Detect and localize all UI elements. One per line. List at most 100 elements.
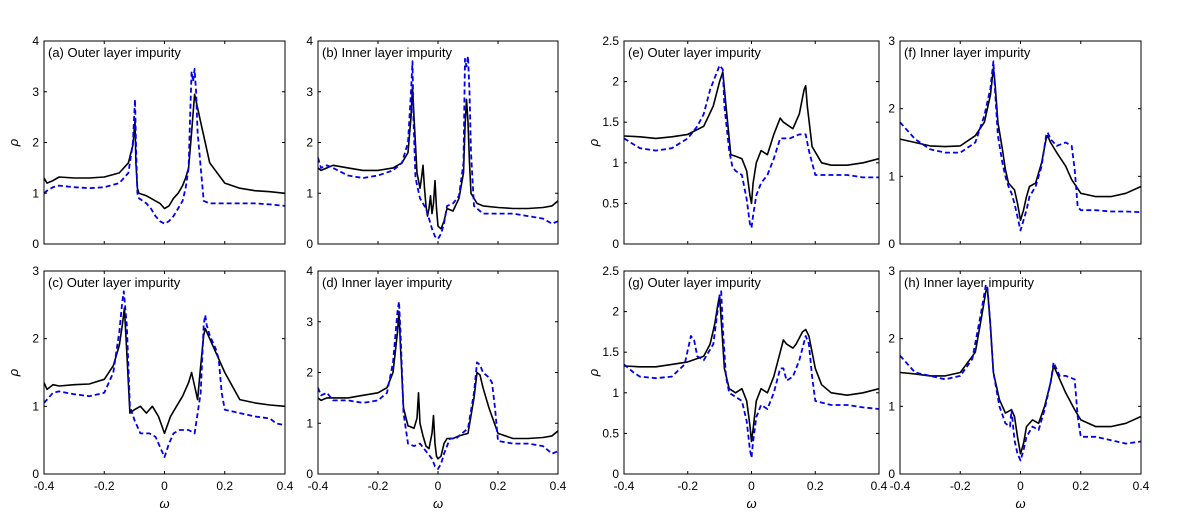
y-tick-label-c: 3 — [32, 264, 39, 278]
x-tick-label-g: 0.4 — [871, 479, 888, 493]
y-tick-label-h: 2 — [888, 332, 895, 346]
y-tick-label-h: 3 — [888, 264, 895, 278]
x-tick-label-c: -0.2 — [94, 479, 115, 493]
y-axis-label-c: ρ — [6, 368, 21, 377]
x-tick-label-h: 0 — [1017, 479, 1024, 493]
axes-box-g — [623, 270, 880, 475]
x-tick-label-c: 0 — [161, 479, 168, 493]
x-tick-label-d: 0 — [435, 479, 442, 493]
y-tick-label-e: 2 — [612, 75, 619, 89]
x-tick-label-d: -0.2 — [368, 479, 389, 493]
y-tick-label-h: 0 — [888, 467, 895, 481]
y-tick-label-b: 1 — [306, 186, 313, 200]
y-tick-label-a: 0 — [32, 237, 39, 251]
axes-box-d — [317, 270, 559, 475]
axes-box-f — [899, 40, 1142, 245]
y-tick-label-b: 4 — [306, 34, 313, 48]
y-tick-label-g: 1.5 — [602, 345, 619, 359]
y-tick-label-b: 2 — [306, 136, 313, 150]
panel-title-a: (a) Outer layer impurity — [48, 45, 181, 60]
y-tick-label-f: 3 — [888, 34, 895, 48]
y-tick-label-c: 1 — [32, 399, 39, 413]
y-tick-label-g: 1 — [612, 386, 619, 400]
y-tick-label-c: 2 — [32, 332, 39, 346]
axes-box-b — [317, 40, 559, 245]
y-tick-label-e: 0 — [612, 237, 619, 251]
panel-d: -0.4 -0.2 0 0.2 0.4 0 1 2 3 4 (d) Inner layer impu… — [306, 264, 566, 511]
panel-title-f: (f) Inner layer impurity — [904, 45, 1031, 60]
x-tick-label-h: 0.4 — [1133, 479, 1150, 493]
series-solid-b — [318, 85, 558, 230]
panel-title-e: (e) Outer layer impurity — [628, 45, 761, 60]
panel-a: 0 1 2 3 4 (a) Outer layer impurity ρ — [6, 34, 286, 251]
panel-title-d: (d) Inner layer impurity — [322, 275, 453, 290]
y-tick-label-f: 0 — [888, 237, 895, 251]
axes-box-c — [43, 270, 286, 475]
panel-title-g: (g) Outer layer impurity — [628, 275, 761, 290]
series-dashed-e — [624, 64, 879, 229]
x-axis-label-h: ω — [1015, 496, 1025, 511]
panel-h: -0.4 -0.2 0 0.2 0.4 0 1 2 3 (h) Inner layer impur… — [888, 264, 1149, 511]
series-solid-h — [900, 287, 1141, 455]
panel-title-h: (h) Inner layer impurity — [904, 275, 1035, 290]
y-axis-label-g: ρ — [586, 368, 601, 377]
series-solid-g — [624, 294, 879, 443]
y-tick-label-d: 0 — [306, 467, 313, 481]
y-tick-label-d: 4 — [306, 264, 313, 278]
panel-g: -0.4 -0.2 0 0.2 0.4 0 0.5 1 1.5 2 2.5 (g) Outer lay… — [586, 264, 888, 511]
y-tick-label-d: 3 — [306, 315, 313, 329]
x-tick-label-h: -0.2 — [950, 479, 971, 493]
y-tick-label-g: 2.5 — [602, 264, 619, 278]
y-tick-label-d: 1 — [306, 416, 313, 430]
panel-title-b: (b) Inner layer impurity — [322, 45, 453, 60]
panel-title-c: (c) Outer layer impurity — [48, 275, 181, 290]
series-dashed-h — [900, 283, 1141, 462]
x-tick-label-c: 0.2 — [216, 479, 233, 493]
y-tick-label-a: 3 — [32, 85, 39, 99]
x-tick-label-c: 0.4 — [277, 479, 294, 493]
series-dashed-f — [900, 60, 1141, 232]
y-tick-label-g: 0 — [612, 467, 619, 481]
x-tick-label-h: -0.4 — [890, 479, 911, 493]
series-dashed-c — [44, 290, 285, 459]
panel-e: 0 0.5 1 1.5 2 2.5 (e) Outer layer impurity ρ — [586, 34, 880, 251]
y-tick-label-f: 1 — [888, 169, 895, 183]
y-tick-label-e: 1 — [612, 156, 619, 170]
series-dashed-a — [44, 68, 285, 225]
series-solid-c — [44, 307, 285, 435]
y-tick-label-f: 2 — [888, 102, 895, 116]
x-tick-label-g: 0.2 — [807, 479, 824, 493]
y-tick-label-e: 0.5 — [602, 196, 619, 210]
y-tick-label-e: 2.5 — [602, 34, 619, 48]
y-tick-label-g: 0.5 — [602, 426, 619, 440]
x-tick-label-g: 0 — [748, 479, 755, 493]
series-solid-a — [44, 93, 285, 210]
axes-box-h — [899, 270, 1142, 475]
x-tick-label-d: -0.4 — [308, 479, 329, 493]
series-solid-e — [624, 71, 879, 205]
x-axis-label-d: ω — [433, 496, 443, 511]
y-tick-label-a: 1 — [32, 186, 39, 200]
x-tick-label-d: 0.2 — [490, 479, 507, 493]
x-tick-label-g: -0.2 — [677, 479, 698, 493]
x-axis-label-c: ω — [159, 496, 169, 511]
x-tick-label-c: -0.4 — [34, 479, 55, 493]
series-dashed-g — [624, 290, 879, 459]
x-axis-label-g: ω — [746, 496, 756, 511]
y-axis-label-a: ρ — [6, 138, 21, 147]
panel-b: 0 1 2 3 4 (b) Inner layer impurity — [306, 34, 559, 251]
y-tick-label-b: 0 — [306, 237, 313, 251]
y-tick-label-c: 0 — [32, 467, 39, 481]
series-dashed-d — [318, 300, 558, 470]
series-solid-f — [900, 67, 1141, 222]
panel-c: -0.4 -0.2 0 0.2 0.4 0 1 2 3 (c) Outer layer impur… — [6, 264, 294, 511]
y-tick-label-e: 1.5 — [602, 115, 619, 129]
y-tick-label-a: 2 — [32, 136, 39, 150]
y-tick-label-b: 3 — [306, 85, 313, 99]
x-tick-label-d: 0.4 — [550, 479, 567, 493]
panel-f: 0 1 2 3 (f) Inner layer impurity — [888, 34, 1142, 251]
axes-box-e — [623, 40, 880, 245]
y-tick-label-a: 4 — [32, 34, 39, 48]
y-axis-label-e: ρ — [586, 138, 601, 147]
